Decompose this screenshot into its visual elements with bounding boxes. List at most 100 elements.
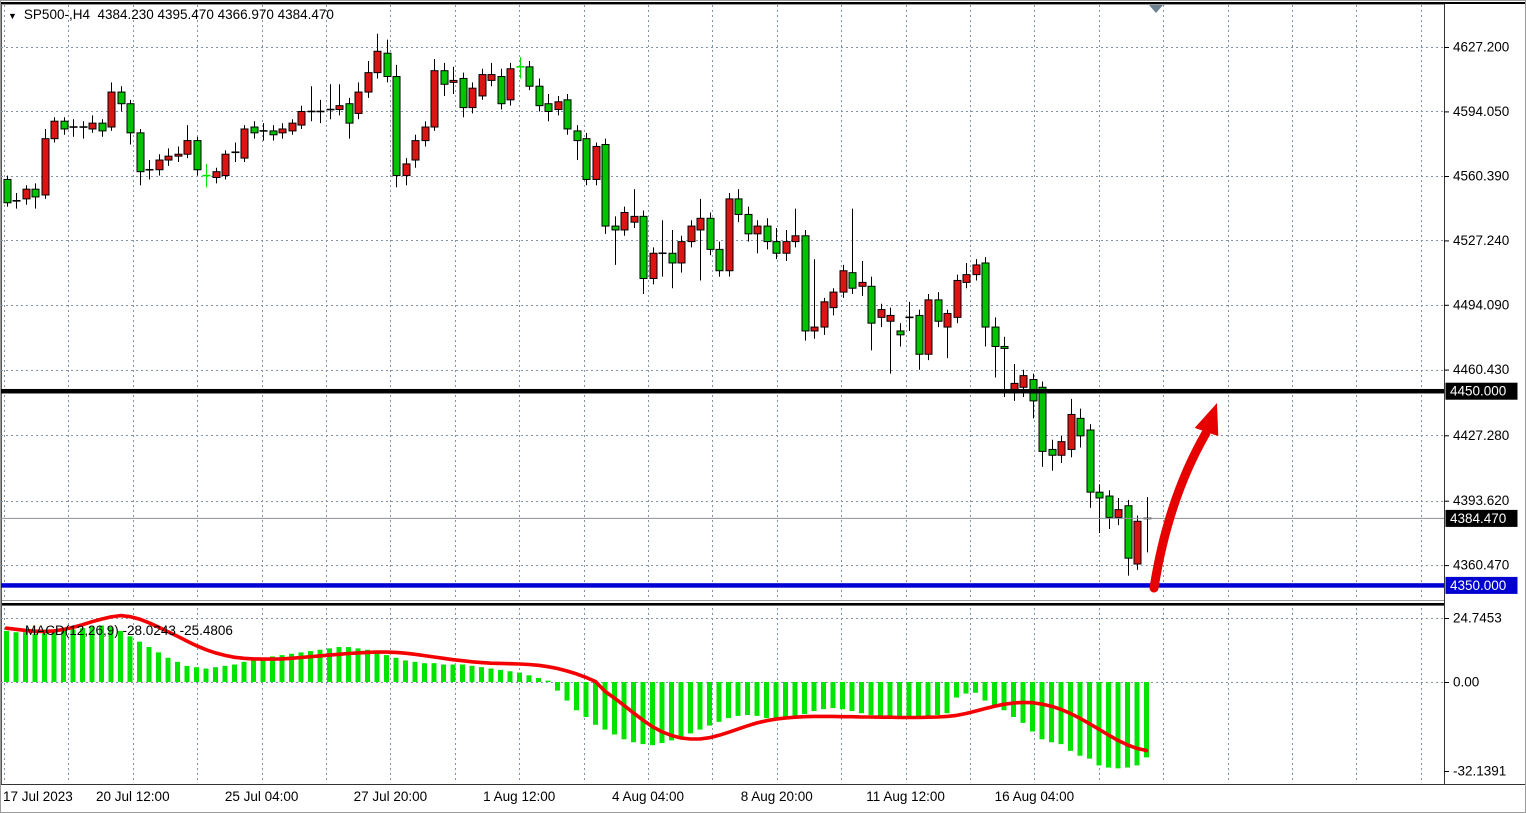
candle-bull	[183, 140, 192, 155]
macd-histogram-bar	[384, 655, 389, 682]
candle-bear	[136, 132, 145, 173]
resistance-line-4450[interactable]	[1, 388, 1444, 394]
macd-histogram-bar	[868, 682, 874, 716]
macd-histogram-bar	[431, 663, 437, 682]
macd-histogram-bar	[1096, 682, 1102, 766]
candle-bull	[212, 171, 221, 179]
support-line-4350[interactable]	[1, 583, 1444, 588]
macd-histogram-bar	[1068, 682, 1073, 751]
candle-bull	[107, 91, 116, 128]
price-axis-label: 4594.050	[1453, 104, 1509, 119]
macd-histogram-bar	[232, 664, 237, 682]
macd-histogram-bar	[222, 665, 228, 682]
time-axis[interactable]: 17 Jul 2023 20 Jul 12:00 25 Jul 04:00 27 Ju…	[3, 789, 1074, 804]
arrow-shaft	[1149, 428, 1211, 593]
macd-histogram-bar	[165, 657, 171, 682]
macd-histogram-bar	[925, 682, 931, 716]
macd-histogram-bar	[327, 648, 332, 682]
candle-bear	[383, 52, 392, 78]
time-axis-label: 1 Aug 12:00	[483, 789, 555, 804]
candle-bull	[649, 252, 658, 280]
trend-arrow[interactable]	[1149, 403, 1219, 593]
candle-bear	[563, 99, 572, 130]
candle-bear	[1048, 448, 1057, 456]
macd-histogram-bar	[821, 682, 826, 710]
price-tag	[1445, 576, 1518, 594]
macd-histogram-bar	[982, 682, 988, 701]
candle-bear	[250, 126, 259, 134]
macd-histogram-bar	[1058, 682, 1064, 745]
macd-signal-line	[4, 613, 1149, 753]
macd-histogram-bar	[279, 655, 285, 682]
price-axis-label: 0.00	[1453, 675, 1479, 690]
macd-histogram-bar	[1125, 682, 1130, 768]
candle-bear	[1000, 345, 1009, 349]
scroll-to-end-icon[interactable]	[1149, 5, 1163, 13]
price-axis-label: 4627.200	[1453, 40, 1509, 55]
macd-histogram-bar	[830, 682, 836, 709]
object-lines[interactable]	[1, 388, 1444, 588]
macd-histogram-bar	[108, 626, 114, 682]
macd-histogram-bar	[536, 677, 541, 682]
time-axis-label: 8 Aug 20:00	[741, 789, 813, 804]
candle-bull	[50, 120, 59, 140]
macd-histogram-bar	[346, 647, 351, 682]
macd-histogram-bar	[80, 628, 85, 682]
candle-bull	[820, 301, 829, 328]
candle-bear	[772, 241, 781, 254]
macd-histogram-bar	[241, 661, 247, 682]
candle-bear	[934, 299, 943, 322]
candle-bull	[924, 299, 933, 355]
macd-histogram-bar	[99, 625, 104, 682]
macd-histogram-bar	[412, 661, 418, 682]
macd-histogram-bar	[526, 675, 532, 682]
macd-histogram-bar	[640, 682, 646, 745]
candle-bull	[354, 91, 363, 114]
candle-bear	[981, 262, 990, 328]
price-axis-label: 4494.090	[1453, 297, 1509, 312]
candle-bull	[829, 291, 838, 309]
macd-histogram-bar	[194, 667, 199, 682]
macd-histogram-bar	[992, 682, 997, 706]
macd-histogram-bar	[716, 682, 722, 722]
macd-histogram-bar	[156, 652, 161, 682]
macd-histogram-bar	[887, 682, 893, 717]
macd-histogram-bar	[963, 682, 969, 694]
candle-bear	[668, 252, 677, 264]
macd-histogram-bar	[697, 682, 703, 730]
candle-bull	[782, 241, 791, 254]
candle-bull	[953, 279, 962, 318]
candle-bull	[791, 235, 800, 243]
candle-bear	[715, 248, 724, 272]
macd-histogram-bar	[1134, 682, 1140, 766]
candle-bear	[867, 285, 876, 324]
macd-histogram-bar	[118, 630, 123, 682]
macd-histogram-bar	[488, 668, 494, 682]
candle-bull	[620, 211, 629, 231]
macd-histogram-bar	[317, 649, 323, 682]
macd-histogram-bar	[460, 664, 465, 682]
macd-histogram-bar	[1115, 682, 1121, 769]
candle-bull	[221, 153, 230, 177]
price-axis[interactable]: 4627.200 4594.050 4560.390 4527.240 4494.090…	[1444, 4, 1526, 784]
macd-histogram-bar	[175, 661, 180, 682]
macd-histogram-bar	[1144, 682, 1149, 758]
macd-histogram-bar	[859, 682, 864, 714]
candle-bull	[506, 68, 515, 101]
candle-bull	[174, 153, 183, 157]
candle-bear	[535, 85, 544, 107]
candle-bull	[592, 145, 601, 180]
price-axis-label: 4360.470	[1453, 558, 1509, 573]
candle-bear	[31, 188, 40, 198]
macd-histogram-bar	[678, 682, 684, 738]
macd-histogram-bar	[840, 682, 845, 710]
price-axis-label: 24.7453	[1453, 611, 1502, 626]
candle-bear	[991, 326, 1000, 347]
macd-histogram-bar	[707, 682, 712, 726]
macd-histogram-bar	[612, 682, 617, 735]
macd-histogram-bar	[593, 682, 598, 725]
macd-histogram-bar	[944, 682, 950, 714]
candle-bear	[848, 272, 857, 289]
candle-bear	[459, 77, 468, 109]
